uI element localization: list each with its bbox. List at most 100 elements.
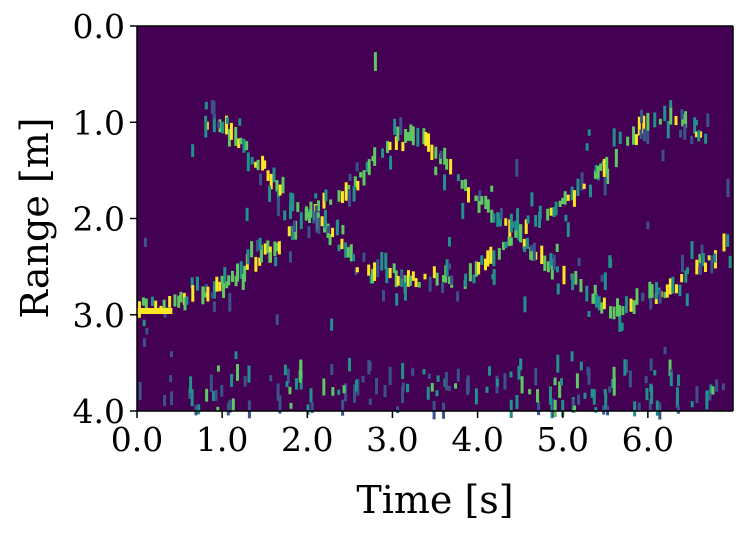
heat-cell: [220, 384, 224, 397]
heat-cell: [344, 383, 348, 402]
heat-cell: [554, 201, 558, 216]
heat-cell: [669, 100, 673, 108]
heat-cell: [434, 166, 438, 176]
heat-cell: [679, 129, 683, 138]
heat-cell: [269, 173, 273, 190]
heat-cell: [676, 405, 680, 414]
heat-cell: [552, 254, 556, 271]
heat-cell: [228, 292, 232, 312]
heat-cell: [603, 272, 607, 291]
heat-cell: [314, 193, 318, 199]
heat-cell: [401, 362, 405, 380]
heat-cell: [577, 394, 581, 405]
heat-cell: [559, 378, 563, 386]
heat-cell: [490, 185, 494, 192]
heat-cell: [608, 386, 612, 393]
heat-cell: [698, 253, 702, 268]
heat-cell: [486, 199, 490, 213]
heat-cell: [403, 282, 407, 301]
heat-cell: [307, 226, 311, 239]
x-axis-ticks: 0.0 1.0 2.0 3.0 4.0 5.0 6.0: [111, 411, 674, 459]
heat-cell: [566, 194, 570, 201]
heat-cell: [404, 129, 408, 143]
heat-cell: [591, 293, 595, 304]
heat-cell: [700, 244, 704, 257]
heat-cell: [728, 255, 732, 269]
heatmap-cells: [137, 52, 732, 420]
heat-cell: [515, 394, 519, 409]
heat-cell: [275, 180, 279, 192]
heat-cell: [669, 372, 673, 387]
heat-cell: [228, 399, 232, 413]
heat-cell: [396, 275, 400, 286]
heat-cell: [587, 368, 591, 385]
heat-cell: [550, 265, 554, 280]
heat-cell: [456, 291, 460, 302]
heat-cell: [600, 302, 604, 314]
heat-cell: [299, 212, 303, 230]
heat-cell: [236, 363, 240, 381]
plot-area: [137, 26, 733, 411]
heat-cell: [212, 301, 216, 312]
heat-cell: [399, 117, 403, 135]
heat-cell: [150, 296, 154, 307]
heat-cell: [376, 259, 380, 278]
heat-cell: [499, 208, 503, 219]
x-tick-label: 4.0: [451, 420, 503, 459]
heat-cell: [353, 384, 357, 403]
heat-cell: [710, 255, 714, 274]
heat-cell: [558, 381, 562, 398]
heat-cell: [179, 291, 183, 303]
heat-cell: [189, 376, 193, 393]
heat-cell: [137, 308, 140, 315]
heat-cell: [655, 400, 659, 416]
heat-cell: [680, 273, 684, 283]
heat-cell: [401, 141, 405, 152]
heat-cell: [496, 212, 500, 227]
heat-cell: [454, 383, 458, 389]
heat-cell: [147, 308, 151, 315]
heat-cell: [435, 390, 439, 397]
heat-cell: [523, 296, 527, 313]
heat-cell: [561, 197, 565, 205]
heat-cell: [517, 365, 521, 380]
heat-cell: [226, 402, 230, 416]
heat-cell: [159, 308, 163, 315]
heat-cell: [145, 328, 149, 335]
heat-cell: [416, 127, 420, 147]
heat-cell: [523, 246, 527, 253]
heat-cell: [430, 144, 434, 160]
heat-cell: [190, 277, 194, 289]
heat-cell: [721, 383, 725, 391]
heat-cell: [239, 261, 243, 279]
heat-cell: [570, 186, 574, 201]
heat-cell: [632, 126, 636, 145]
heat-cell: [671, 276, 675, 294]
heat-cell: [169, 351, 173, 358]
heat-cell: [234, 351, 238, 360]
heat-cell: [572, 190, 576, 207]
heat-cell: [227, 129, 231, 147]
heat-cell: [142, 308, 146, 315]
heat-cell: [152, 308, 156, 315]
heat-cell: [212, 100, 216, 119]
heat-cell: [509, 399, 513, 419]
heat-cell: [197, 404, 201, 415]
heat-cell: [566, 222, 570, 237]
x-tick-label: 3.0: [366, 420, 418, 459]
heat-cell: [286, 368, 290, 383]
heat-cell: [646, 112, 650, 131]
heat-cell: [602, 158, 606, 177]
heat-cell: [695, 259, 699, 275]
heat-cell: [331, 227, 335, 238]
heat-cell: [576, 178, 580, 196]
heat-cell: [675, 397, 679, 408]
heat-cell: [274, 256, 278, 267]
heat-cell: [389, 155, 393, 170]
heat-cell: [312, 218, 316, 224]
heat-cell: [362, 252, 366, 262]
heat-cell: [373, 262, 377, 281]
heat-cell: [690, 241, 694, 259]
heat-cell: [230, 373, 234, 387]
heat-cell: [466, 187, 470, 203]
